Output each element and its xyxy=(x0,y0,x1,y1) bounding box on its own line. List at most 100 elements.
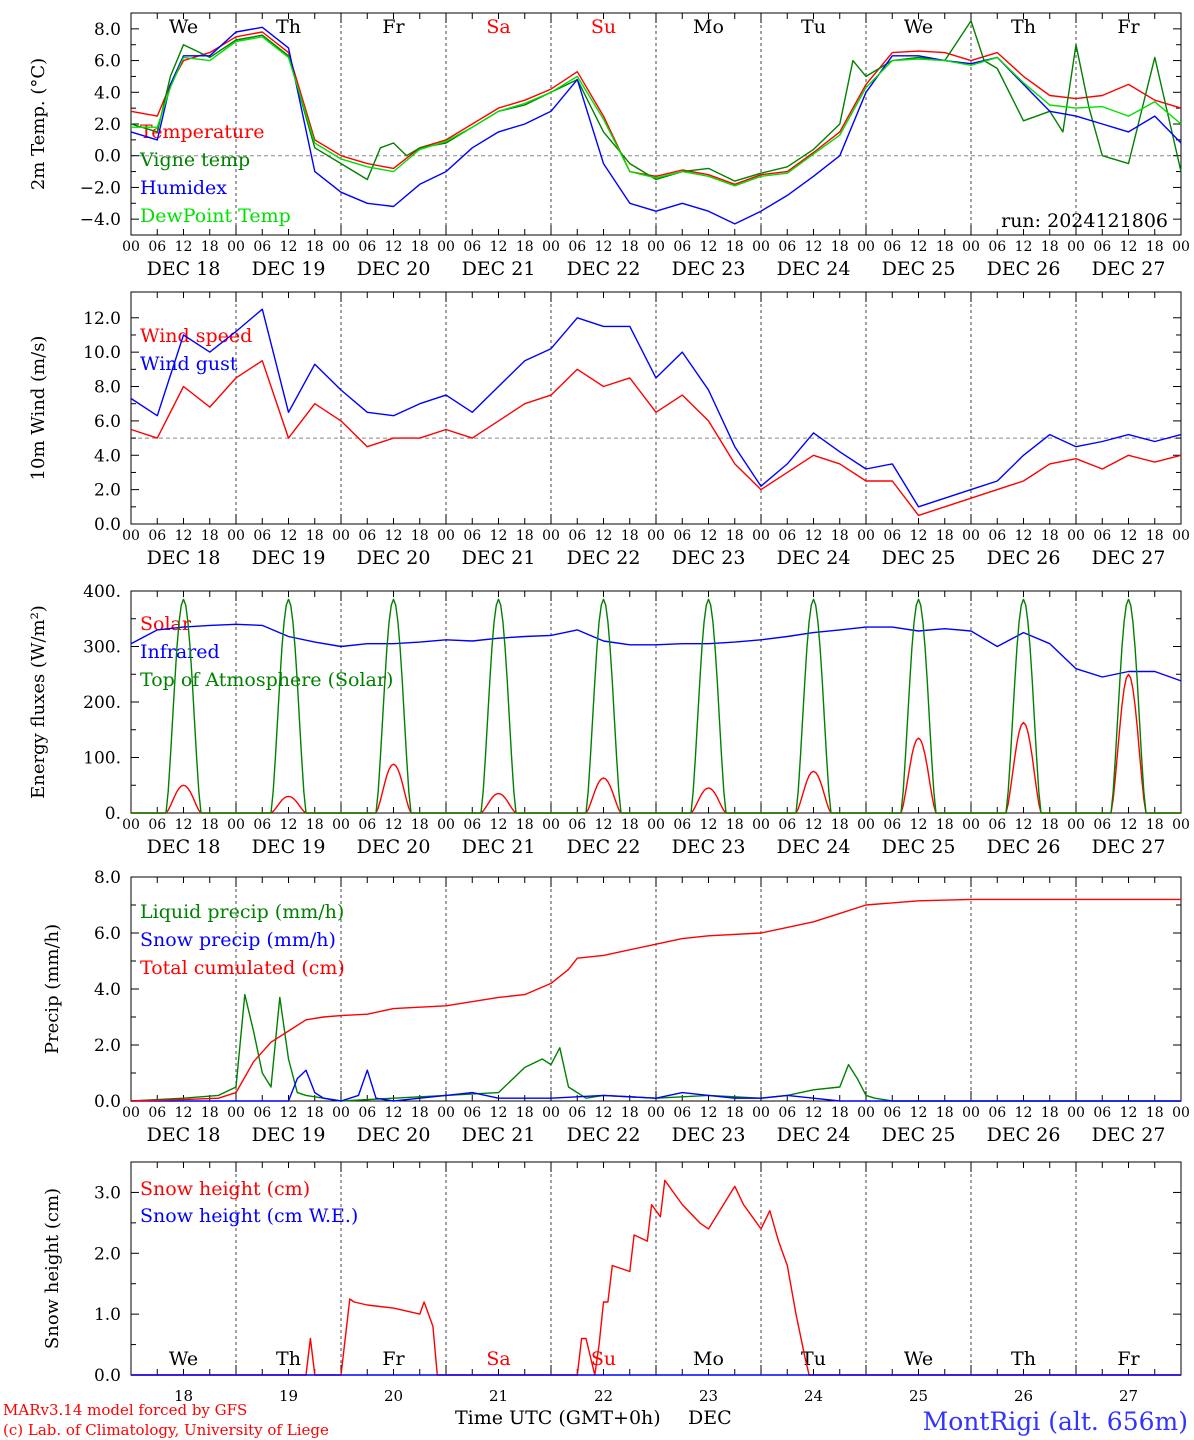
hour-tick-label: 00 xyxy=(542,1105,560,1121)
hour-tick-label: 12 xyxy=(175,528,193,544)
hour-tick-label: 12 xyxy=(805,1105,823,1121)
hour-tick-label: 06 xyxy=(778,1105,796,1121)
hour-tick-label: 00 xyxy=(332,817,350,833)
legend-series-humidex: Humidex xyxy=(140,177,227,199)
hour-tick-label: 06 xyxy=(673,239,691,255)
hour-tick-label: 06 xyxy=(988,1105,1006,1121)
hour-tick-label: 18 xyxy=(1146,1105,1164,1121)
hour-tick-label: 12 xyxy=(385,1105,403,1121)
hour-tick-label: 18 xyxy=(1041,817,1059,833)
series-vigne-temp-line xyxy=(130,20,1182,182)
y-tick-label: 0.0 xyxy=(94,1092,121,1112)
hour-tick-label: 06 xyxy=(253,817,271,833)
date-label: DEC 22 xyxy=(567,547,641,569)
y-tick-label: 2.0 xyxy=(94,481,121,501)
hour-tick-label: 00 xyxy=(1172,528,1190,544)
hour-tick-label: 12 xyxy=(385,239,403,255)
hour-tick-label: 12 xyxy=(910,817,928,833)
hour-tick-label: 00 xyxy=(752,817,770,833)
hour-tick-label: 18 xyxy=(1146,528,1164,544)
date-label: DEC 23 xyxy=(672,258,746,280)
date-label: DEC 25 xyxy=(882,547,956,569)
date-label: DEC 27 xyxy=(1092,258,1166,280)
hour-tick-label: 00 xyxy=(962,239,980,255)
date-label: 24 xyxy=(804,1387,823,1405)
hour-tick-label: 06 xyxy=(253,528,271,544)
hour-tick-label: 00 xyxy=(647,817,665,833)
hour-tick-label: 12 xyxy=(175,1105,193,1121)
y-tick-label: 8.0 xyxy=(94,378,121,398)
hour-tick-label: 18 xyxy=(621,1105,639,1121)
series-dewpoint-temp-line xyxy=(131,36,1182,187)
y-tick-label: 0.0 xyxy=(94,515,121,535)
hour-tick-label: 18 xyxy=(936,528,954,544)
hour-tick-label: 18 xyxy=(726,239,744,255)
date-label: DEC 25 xyxy=(882,258,956,280)
day-name-label: Tu xyxy=(801,16,826,38)
date-label: 27 xyxy=(1119,1387,1138,1405)
date-label: DEC 23 xyxy=(672,547,746,569)
y-tick-label: 4.0 xyxy=(94,980,121,1000)
hour-tick-label: 00 xyxy=(1067,1105,1085,1121)
legend-series-total-cumulated-cm: Total cumulated (cm) xyxy=(140,957,345,979)
hour-tick-label: 12 xyxy=(280,528,298,544)
hour-tick-label: 00 xyxy=(542,239,560,255)
date-label: DEC 21 xyxy=(462,547,536,569)
date-label: DEC 22 xyxy=(567,836,641,858)
panel-4: 8.0 6.0 4.0 2.0 0.0 Precip (mm/h) 00 06 12 18 DEC … xyxy=(42,868,1190,1146)
hour-tick-label: 06 xyxy=(673,817,691,833)
hour-tick-label: 00 xyxy=(542,817,560,833)
hour-tick-label: 12 xyxy=(1120,1105,1138,1121)
date-label: DEC 26 xyxy=(987,258,1061,280)
legend-series-vigne-temp: Vigne temp xyxy=(139,149,250,171)
date-label: DEC 24 xyxy=(777,547,851,569)
hour-tick-label: 00 xyxy=(752,239,770,255)
hour-tick-label: 06 xyxy=(988,817,1006,833)
hour-tick-label: 12 xyxy=(1015,528,1033,544)
hour-tick-label: 06 xyxy=(883,1105,901,1121)
hour-tick-label: 06 xyxy=(568,239,586,255)
series-wind-gust-line xyxy=(130,308,1182,508)
y-tick-label: 2.0 xyxy=(94,115,121,135)
hour-tick-label: 12 xyxy=(385,528,403,544)
hour-tick-label: 06 xyxy=(358,239,376,255)
hour-tick-label: 12 xyxy=(175,817,193,833)
hour-tick-label: 00 xyxy=(752,528,770,544)
legend-series-top-of-atmosphere-solar: Top of Atmosphere (Solar) xyxy=(140,669,393,691)
y-tick-label: 0.0 xyxy=(94,1366,121,1386)
y-tick-label: 1.0 xyxy=(94,1305,121,1325)
y-axis-label: Snow height (cm) xyxy=(42,1188,63,1349)
date-label: DEC 19 xyxy=(252,1124,326,1146)
hour-tick-label: 18 xyxy=(411,1105,429,1121)
day-name-label: We xyxy=(904,1348,933,1370)
hour-tick-label: 12 xyxy=(1015,1105,1033,1121)
date-label: 23 xyxy=(699,1387,718,1405)
hour-tick-label: 18 xyxy=(726,817,744,833)
hour-tick-label: 12 xyxy=(700,239,718,255)
hour-tick-label: 06 xyxy=(463,239,481,255)
series-snow-precip-mm-h-line xyxy=(131,1069,1181,1102)
hour-tick-label: 12 xyxy=(280,1105,298,1121)
y-tick-label: 3.0 xyxy=(94,1183,121,1203)
hour-tick-label: 18 xyxy=(516,1105,534,1121)
hour-tick-label: 18 xyxy=(831,817,849,833)
date-label: DEC 22 xyxy=(567,258,641,280)
hour-tick-label: 06 xyxy=(1093,817,1111,833)
hour-tick-label: 18 xyxy=(621,817,639,833)
hour-tick-label: 18 xyxy=(936,1105,954,1121)
hour-tick-label: 00 xyxy=(437,817,455,833)
hour-tick-label: 18 xyxy=(621,239,639,255)
run-label: run: 2024121806 xyxy=(1001,210,1168,232)
date-label: 19 xyxy=(279,1387,298,1405)
hour-tick-label: 12 xyxy=(700,1105,718,1121)
y-tick-label: 300. xyxy=(83,638,121,658)
hour-tick-label: 06 xyxy=(148,528,166,544)
hour-tick-label: 12 xyxy=(910,1105,928,1121)
y-tick-label: 0.0 xyxy=(94,147,121,167)
hour-tick-label: 12 xyxy=(805,528,823,544)
date-label: DEC 27 xyxy=(1092,1124,1166,1146)
hour-tick-label: 12 xyxy=(280,239,298,255)
y-tick-label: 4.0 xyxy=(94,83,121,103)
legend-series-wind-gust: Wind gust xyxy=(140,353,238,375)
y-tick-label: 0. xyxy=(105,804,121,824)
